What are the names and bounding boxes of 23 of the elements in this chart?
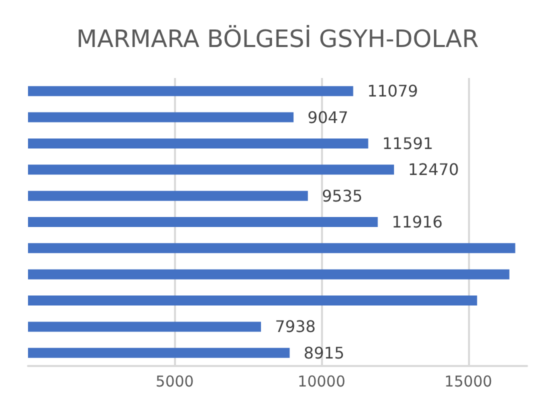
data-label: 11079 <box>367 82 418 101</box>
data-label: 12470 <box>408 160 459 180</box>
bar <box>28 322 262 332</box>
bar <box>28 164 394 175</box>
data-label: 9535 <box>322 186 363 206</box>
bar <box>28 112 294 122</box>
data-label: 8915 <box>304 343 344 362</box>
bar <box>28 296 478 306</box>
bar <box>28 269 510 280</box>
data-label: 11916 <box>392 212 443 232</box>
x-tick-label: 5000 <box>156 372 194 390</box>
chart-title: MARMARA BÖLGESİ GSYH-DOLAR <box>76 25 479 53</box>
bar <box>28 190 308 201</box>
x-tick-label: 10000 <box>298 372 346 390</box>
bar <box>28 86 354 96</box>
bar <box>28 348 290 358</box>
x-tick-label: 15000 <box>444 372 492 390</box>
data-label: 9047 <box>308 108 348 127</box>
data-label: 7938 <box>275 317 316 336</box>
bar <box>28 243 516 254</box>
bar <box>28 138 368 148</box>
data-label: 11591 <box>382 134 434 153</box>
bar <box>28 217 378 227</box>
